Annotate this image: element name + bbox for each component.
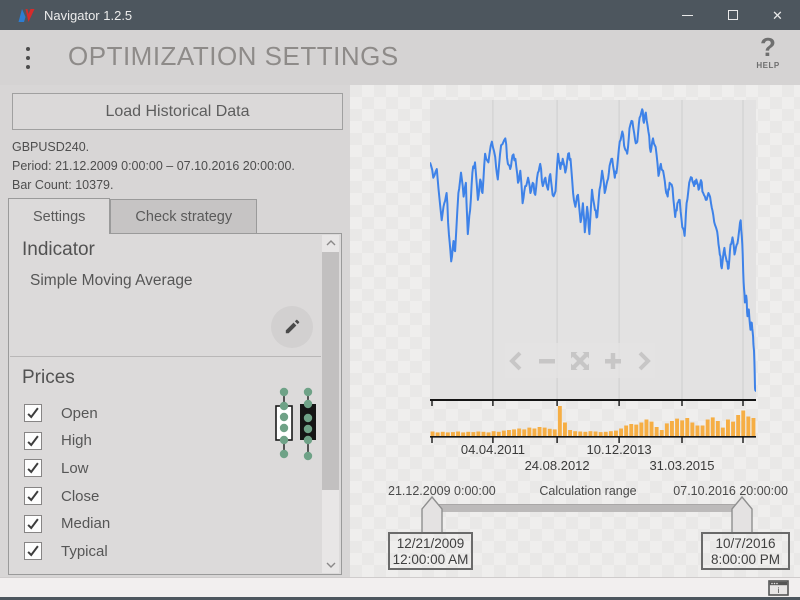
settings-tab-content: Indicator Simple Moving Average Prices O… bbox=[8, 233, 342, 575]
expand-arrows-icon bbox=[571, 351, 589, 370]
pan-right-button[interactable] bbox=[636, 351, 652, 371]
range-end-date: 10/7/2016 bbox=[715, 536, 776, 551]
range-slider-track[interactable] bbox=[432, 504, 744, 512]
range-end-label: 07.10.2016 20:00:00 bbox=[673, 484, 788, 498]
help-button[interactable]: ? HELP bbox=[746, 34, 790, 70]
tab-bar: Settings Check strategy bbox=[8, 198, 258, 234]
checkmark-icon bbox=[27, 518, 39, 530]
edit-indicator-button[interactable] bbox=[271, 306, 313, 348]
statusbar: i bbox=[0, 577, 800, 597]
range-start-value-box[interactable]: 12/21/2009 12:00:00 AM bbox=[388, 532, 473, 570]
price-option-label: Open bbox=[61, 404, 98, 422]
x-axis-label: 24.08.2012 bbox=[524, 458, 590, 473]
symbol-bar-count: Bar Count: 10379. bbox=[12, 178, 114, 192]
price-option-open[interactable]: Open bbox=[24, 404, 110, 422]
scroll-up-button[interactable] bbox=[322, 235, 339, 251]
range-start-date: 12/21/2009 bbox=[396, 536, 465, 551]
volume-chart bbox=[430, 399, 756, 443]
load-historical-data-button[interactable]: Load Historical Data bbox=[12, 93, 343, 130]
chart-nav-controls bbox=[505, 343, 655, 378]
range-start-label: 21.12.2009 0:00:00 bbox=[388, 484, 496, 498]
symbol-name: GBPUSD240. bbox=[12, 140, 90, 154]
scrollbar-thumb[interactable] bbox=[322, 252, 339, 490]
section-divider bbox=[10, 356, 321, 357]
tab-settings[interactable]: Settings bbox=[8, 198, 111, 234]
price-option-label: High bbox=[61, 432, 92, 450]
tab-check-strategy[interactable]: Check strategy bbox=[110, 199, 258, 233]
chevron-down-icon bbox=[326, 562, 335, 568]
checkbox-typical[interactable] bbox=[24, 542, 42, 561]
maximize-icon bbox=[727, 10, 738, 20]
range-end-time: 8:00:00 PM bbox=[710, 552, 781, 567]
range-end-value-box[interactable]: 10/7/2016 8:00:00 PM bbox=[701, 532, 790, 570]
pan-left-button[interactable] bbox=[508, 351, 524, 371]
price-option-label: Typical bbox=[61, 542, 108, 560]
menu-button[interactable] bbox=[21, 47, 35, 69]
zoom-in-button[interactable] bbox=[603, 351, 623, 371]
chevron-left-icon bbox=[509, 351, 522, 370]
price-option-typical[interactable]: Typical bbox=[24, 542, 110, 561]
checkmark-icon bbox=[27, 435, 39, 447]
checkbox-open[interactable] bbox=[24, 404, 42, 422]
chevron-up-icon bbox=[326, 240, 335, 246]
x-axis-label: 31.03.2015 bbox=[649, 458, 715, 473]
price-option-median[interactable]: Median bbox=[24, 514, 111, 533]
range-slider-handle-start[interactable] bbox=[421, 496, 443, 534]
checkmark-icon bbox=[27, 407, 39, 419]
calculation-range-title: Calculation range bbox=[539, 484, 637, 498]
window-bottom-edge bbox=[0, 597, 800, 600]
price-option-low[interactable]: Low bbox=[24, 459, 110, 478]
symbol-info: GBPUSD240. Period: 21.12.2009 0:00:00 – … bbox=[12, 138, 295, 195]
chevron-right-icon bbox=[638, 351, 651, 370]
minus-icon bbox=[539, 358, 555, 363]
reset-zoom-button[interactable] bbox=[570, 351, 590, 371]
minimize-button[interactable] bbox=[665, 0, 710, 30]
range-slider-handle-end[interactable] bbox=[731, 496, 753, 534]
scroll-down-button[interactable] bbox=[322, 557, 339, 573]
price-option-label: Median bbox=[61, 515, 111, 533]
close-button[interactable]: ✕ bbox=[755, 0, 800, 30]
window-title: Navigator 1.2.5 bbox=[44, 7, 133, 23]
symbol-period: Period: 21.12.2009 0:00:00 – 07.10.2016 … bbox=[12, 159, 295, 173]
indicator-heading: Indicator bbox=[22, 239, 95, 260]
plus-icon bbox=[605, 352, 621, 369]
prices-heading: Prices bbox=[22, 367, 75, 388]
x-axis-label: 10.12.2013 bbox=[586, 442, 652, 457]
close-icon: ✕ bbox=[772, 7, 783, 23]
indicator-value: Simple Moving Average bbox=[30, 272, 193, 289]
checkbox-low[interactable] bbox=[24, 459, 42, 478]
x-axis-label: 04.04.2011 bbox=[460, 442, 525, 457]
settings-panel: Load Historical Data GBPUSD240. Period: … bbox=[0, 85, 350, 577]
prices-list: Open High Low Close Median Typical bbox=[24, 404, 110, 570]
candlestick-legend-icon bbox=[275, 387, 316, 461]
scrollbar[interactable] bbox=[322, 235, 339, 573]
price-option-label: Close bbox=[61, 487, 100, 505]
svg-text:i: i bbox=[778, 586, 780, 595]
price-option-label: Low bbox=[61, 459, 89, 477]
checkbox-close[interactable] bbox=[24, 487, 42, 506]
chart-panel: 04.04.2011 24.08.2012 10.12.2013 31.03.2015… bbox=[350, 85, 800, 577]
minimize-icon bbox=[682, 14, 693, 16]
page-title: OPTIMIZATION SETTINGS bbox=[68, 41, 399, 71]
checkbox-median[interactable] bbox=[24, 514, 42, 533]
help-label: HELP bbox=[756, 61, 780, 70]
titlebar: Navigator 1.2.5 ✕ bbox=[0, 0, 800, 30]
data-window-icon[interactable]: i bbox=[768, 580, 789, 596]
checkbox-high[interactable] bbox=[24, 431, 42, 450]
checkmark-icon bbox=[27, 462, 39, 474]
app-logo-icon bbox=[18, 8, 35, 22]
price-option-close[interactable]: Close bbox=[24, 487, 110, 506]
range-start-time: 12:00:00 AM bbox=[392, 552, 469, 567]
help-icon: ? bbox=[760, 32, 776, 62]
pencil-icon bbox=[285, 319, 300, 334]
checkmark-icon bbox=[27, 490, 39, 502]
price-option-high[interactable]: High bbox=[24, 431, 110, 450]
checkmark-icon bbox=[27, 545, 39, 557]
zoom-out-button[interactable] bbox=[537, 351, 557, 371]
page-header: OPTIMIZATION SETTINGS ? HELP bbox=[0, 30, 800, 85]
maximize-button[interactable] bbox=[710, 0, 755, 30]
